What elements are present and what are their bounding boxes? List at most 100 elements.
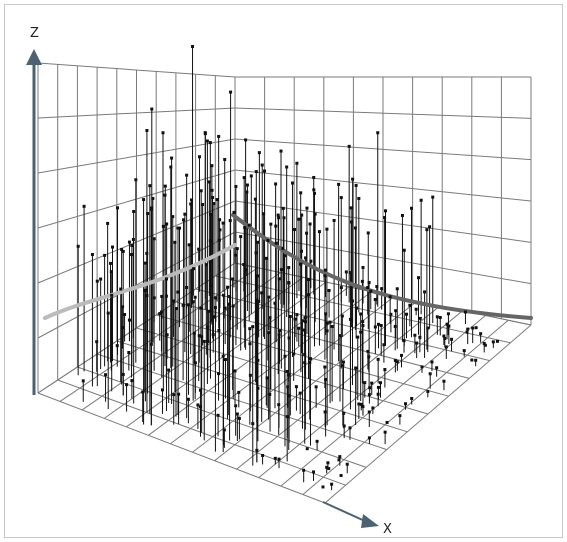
data-point — [339, 196, 343, 200]
data-point — [196, 403, 200, 407]
data-point — [234, 253, 238, 257]
data-point — [218, 218, 222, 222]
data-point — [251, 422, 255, 426]
data-point — [287, 281, 291, 285]
data-point — [426, 389, 430, 393]
data-point — [348, 426, 352, 430]
data-point — [361, 405, 365, 409]
data-point — [121, 305, 125, 309]
data-point — [312, 188, 316, 192]
data-point — [350, 299, 354, 303]
data-point — [471, 326, 475, 330]
data-point — [361, 320, 365, 324]
data-point — [438, 315, 442, 319]
data-point — [354, 366, 358, 370]
data-point — [255, 370, 259, 374]
data-point — [367, 355, 371, 359]
data-point — [356, 335, 360, 339]
data-point — [350, 220, 354, 224]
data-point — [341, 360, 345, 364]
data-point — [222, 428, 226, 432]
data-point — [405, 312, 409, 316]
data-point — [121, 249, 125, 253]
data-point — [298, 391, 302, 395]
chart-frame: Z X — [4, 4, 563, 538]
data-point — [234, 404, 238, 408]
data-point — [430, 360, 434, 364]
data-point — [400, 213, 404, 217]
data-point — [286, 385, 290, 389]
side-wall-grid — [234, 76, 532, 326]
data-point — [95, 279, 99, 283]
data-points — [76, 44, 499, 489]
data-point — [281, 246, 285, 250]
data-point — [143, 288, 147, 292]
data-point — [389, 312, 393, 316]
data-point — [367, 410, 371, 414]
data-point — [205, 139, 209, 143]
data-point — [256, 274, 260, 278]
data-point — [254, 251, 258, 255]
data-point — [302, 468, 306, 472]
data-point — [418, 316, 422, 320]
data-point — [344, 270, 348, 274]
data-point — [305, 231, 309, 235]
data-point — [221, 221, 225, 225]
data-point — [443, 336, 447, 340]
data-point — [330, 324, 334, 328]
data-point — [376, 385, 380, 389]
data-point — [152, 296, 156, 300]
data-point — [103, 253, 107, 257]
data-point — [257, 151, 261, 155]
data-point — [368, 386, 372, 390]
data-point — [191, 300, 195, 304]
data-point — [325, 321, 329, 325]
data-point — [182, 218, 186, 222]
data-point — [353, 226, 357, 230]
data-point — [474, 358, 478, 362]
data-point — [110, 293, 114, 297]
data-point — [425, 228, 429, 232]
data-point — [312, 470, 316, 474]
data-point — [287, 336, 291, 340]
data-point — [323, 274, 327, 278]
data-point — [171, 215, 175, 219]
data-point — [426, 326, 430, 330]
data-point — [303, 352, 307, 356]
data-point — [206, 340, 210, 344]
data-point — [463, 310, 467, 314]
data-point — [491, 340, 495, 344]
fitted-curves — [43, 213, 533, 320]
data-point — [324, 268, 328, 272]
data-point — [132, 209, 136, 213]
data-point — [164, 294, 168, 298]
data-point — [357, 402, 361, 406]
data-point — [218, 228, 222, 232]
data-point — [273, 456, 277, 460]
data-point — [255, 298, 259, 302]
data-point — [255, 300, 259, 304]
data-point — [163, 184, 167, 188]
data-point — [268, 316, 272, 320]
data-point — [227, 302, 231, 306]
data-point — [145, 294, 149, 298]
data-point — [163, 193, 167, 197]
data-point — [370, 381, 374, 385]
data-point — [339, 286, 343, 290]
data-point — [235, 247, 239, 251]
x-axis-arrow-icon — [361, 514, 379, 528]
data-point — [210, 188, 214, 192]
data-point — [466, 327, 470, 331]
data-point — [211, 195, 215, 199]
data-point — [273, 301, 277, 305]
data-point — [366, 349, 370, 353]
data-point — [393, 324, 397, 328]
data-point — [176, 290, 180, 294]
data-point — [216, 413, 220, 417]
data-point — [231, 304, 235, 308]
z-axis-arrow-icon — [26, 49, 42, 65]
data-point — [233, 369, 237, 373]
data-point — [323, 365, 327, 369]
data-point — [266, 238, 270, 242]
data-point — [369, 289, 373, 293]
